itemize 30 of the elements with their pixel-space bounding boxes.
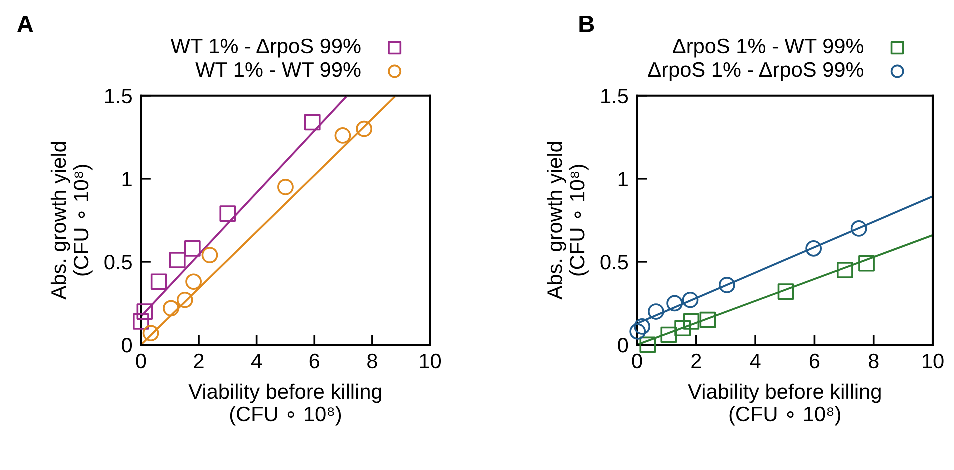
chart-title: B bbox=[580, 16, 594, 32]
y-tick-label: 0.5 bbox=[104, 254, 132, 270]
y-axis-title: Abs. growth yield (CFU ∘ 10⁸) bbox=[547, 142, 589, 300]
x-tick-label: 10 bbox=[923, 354, 944, 369]
x-tick-label: 0 bbox=[632, 354, 642, 369]
x-tick-label: 0 bbox=[136, 354, 146, 369]
x-tick-label: 4 bbox=[750, 354, 761, 368]
legend-label: WT 1% - WT 99% bbox=[196, 62, 361, 78]
x-tick-label: 8 bbox=[868, 354, 879, 369]
y-tick-label: 0.5 bbox=[600, 254, 628, 270]
x-tick-label: 6 bbox=[810, 354, 820, 369]
y-tick-label: 0 bbox=[618, 338, 628, 353]
x-tick-label: 4 bbox=[252, 354, 262, 368]
y-tick-label: 1 bbox=[618, 172, 628, 186]
legend-label: ΔrpoS 1% - ΔrpoS 99% bbox=[648, 62, 864, 82]
x-axis-title: Viability before killing (CFU ∘ 10⁸) bbox=[688, 384, 881, 426]
y-tick-label: 1 bbox=[122, 172, 132, 186]
x-tick-label: 2 bbox=[194, 354, 204, 368]
x-tick-label: 10 bbox=[420, 354, 442, 369]
chart-title: A bbox=[17, 16, 34, 32]
x-tick-label: 2 bbox=[692, 354, 702, 368]
legend-label: WT 1% - ΔrpoS 99% bbox=[170, 38, 361, 58]
y-axis-title: Abs. growth yield (CFU ∘ 10⁸) bbox=[50, 142, 93, 300]
y-tick-label: 0 bbox=[122, 338, 132, 353]
x-axis-title: Viability before killing (CFU ∘ 10⁸) bbox=[188, 384, 382, 426]
y-tick-label: 1.5 bbox=[105, 89, 132, 104]
legend-label: ΔrpoS 1% - WT 99% bbox=[673, 38, 864, 58]
x-tick-label: 8 bbox=[368, 354, 378, 369]
y-tick-label: 1.5 bbox=[602, 89, 628, 104]
x-tick-label: 6 bbox=[310, 354, 320, 369]
